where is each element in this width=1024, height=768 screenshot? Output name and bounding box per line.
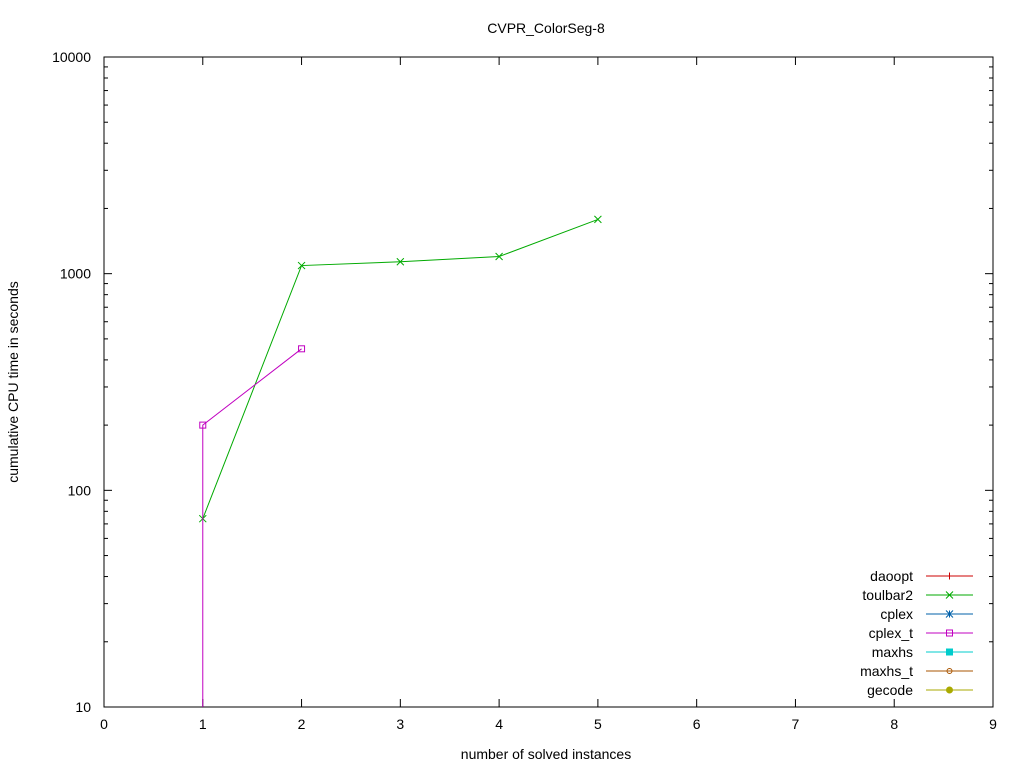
legend-label: cplex_t: [869, 625, 913, 641]
data-point: [396, 257, 405, 266]
legend-label: maxhs: [872, 644, 913, 660]
data-point: [946, 629, 953, 637]
x-tick-label: 9: [989, 716, 997, 732]
series-toulbar2: [198, 215, 602, 523]
legend-label: gecode: [867, 682, 913, 698]
data-point: [495, 252, 503, 261]
y-tick-label: 10000: [52, 49, 91, 65]
legend-label: cplex: [880, 606, 913, 622]
data-point: [199, 421, 207, 429]
series-layer: [198, 215, 602, 707]
data-point: [945, 591, 954, 599]
series-cplex_t: [199, 345, 306, 707]
x-tick-label: 3: [396, 716, 404, 732]
legend-label: maxhs_t: [860, 663, 913, 679]
y-tick-label: 1000: [60, 266, 91, 282]
x-tick-label: 0: [100, 716, 108, 732]
x-tick-label: 4: [495, 716, 503, 732]
data-point: [945, 610, 954, 618]
y-tick-label: 100: [68, 482, 92, 498]
data-point: [297, 261, 306, 270]
legend-label: toulbar2: [862, 587, 913, 603]
chart-title: CVPR_ColorSeg-8: [487, 20, 605, 36]
x-tick-label: 7: [792, 716, 800, 732]
data-point: [946, 572, 953, 580]
x-tick-label: 2: [298, 716, 306, 732]
x-tick-label: 5: [594, 716, 602, 732]
data-point: [298, 345, 306, 353]
x-tick-label: 8: [890, 716, 898, 732]
axis-ticks: 0 1 2 3 4 5 6 7 8 9 10 100 1000 10000: [52, 49, 997, 732]
series-line: [202, 348, 302, 707]
data-point: [946, 668, 953, 674]
data-point: [946, 648, 953, 656]
x-tick-label: 1: [199, 716, 207, 732]
legend-label: daoopt: [870, 568, 913, 584]
data-point: [946, 686, 953, 694]
plot-frame: [103, 56, 994, 708]
x-tick-label: 6: [693, 716, 701, 732]
y-axis-label: cumulative CPU time in seconds: [5, 281, 21, 483]
y-tick-label: 10: [75, 699, 91, 715]
x-axis-label: number of solved instances: [461, 746, 631, 762]
data-point: [594, 215, 602, 224]
series-line: [202, 218, 599, 519]
